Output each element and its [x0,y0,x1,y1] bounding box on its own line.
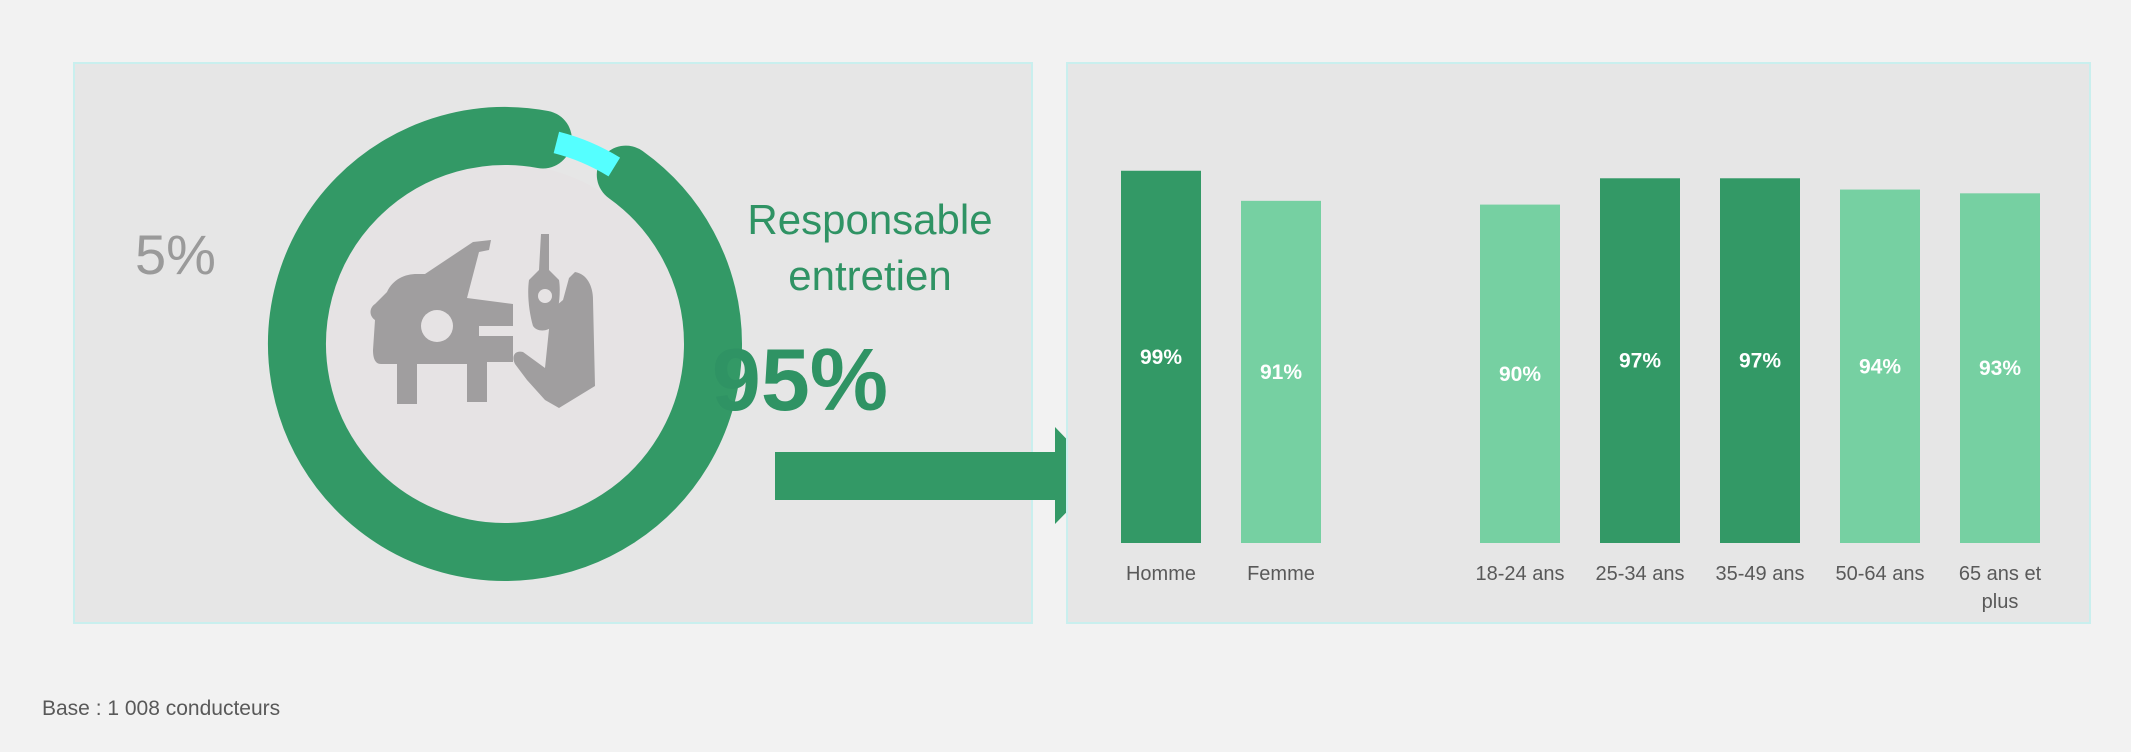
base-footnote: Base : 1 008 conducteurs [42,697,281,720]
bar-chart: 99% Homme 91% Femme 90% 18-24 ans 97% 25-34 ans… [1121,170,2042,613]
bar-65-ans-et-plus [1960,193,2040,543]
donut-chart [268,107,742,581]
bar-value-label: 93% [1979,357,2021,380]
bar-value-label: 90% [1499,363,1541,386]
category-label: 25-34 ans [1596,563,1685,585]
bar-value-label: 97% [1619,350,1661,373]
bar-value-label: 97% [1739,350,1781,373]
category-label: Femme [1247,563,1315,585]
bar-value-label: 94% [1859,355,1901,378]
category-label: 35-49 ans [1716,563,1805,585]
donut-slice-responsible [268,107,742,581]
responsible-percentage: 95% [711,330,889,429]
bar-18-24-ans [1480,204,1560,543]
category-label: Homme [1126,563,1196,585]
bar-value-label: 91% [1260,361,1302,384]
non-responsible-percentage: 5% [135,223,216,286]
bar-femme [1241,200,1321,543]
car-maintenance-icon [370,234,595,408]
bar-25-34-ans [1600,178,1680,543]
bar-value-label: 99% [1140,346,1182,369]
bar-homme [1121,170,1201,543]
category-label: 65 ans et plus [1959,563,2042,613]
bar-50-64-ans [1840,189,1920,543]
donut-slice-non-responsible [553,131,621,177]
breakdown-panel: 99% Homme 91% Femme 90% 18-24 ans 97% 25-34 ans… [1066,62,2091,624]
bar-35-49-ans [1720,178,1800,543]
overall-panel: 5% Responsable entretien 95% [73,62,1033,624]
category-label: 50-64 ans [1836,563,1925,585]
category-label: 18-24 ans [1476,563,1565,585]
responsible-title: Responsable entretien [747,196,993,299]
